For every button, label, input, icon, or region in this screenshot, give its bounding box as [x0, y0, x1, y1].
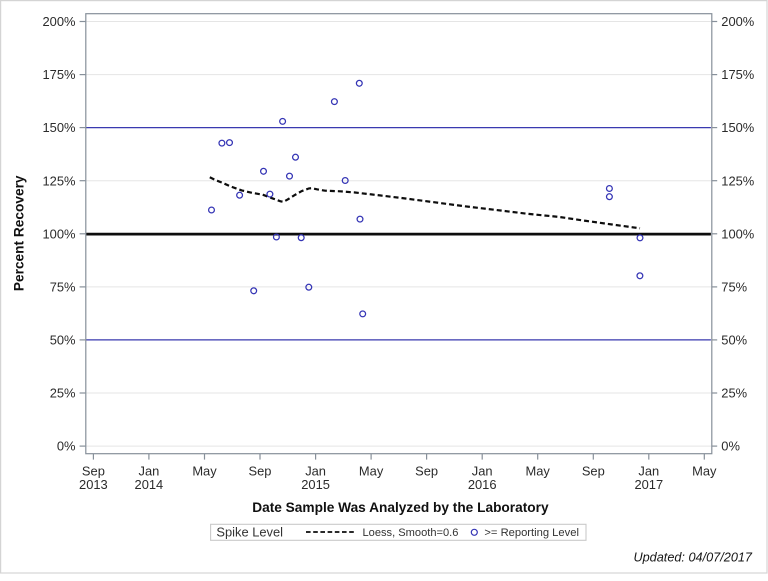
svg-text:2016: 2016: [468, 477, 497, 492]
svg-text:2014: 2014: [135, 477, 164, 492]
svg-text:Date Sample Was Analyzed by th: Date Sample Was Analyzed by the Laborato…: [252, 500, 549, 515]
svg-text:Jan: Jan: [472, 464, 493, 479]
svg-text:75%: 75%: [50, 280, 76, 295]
svg-text:May: May: [692, 464, 717, 479]
svg-text:Jan: Jan: [139, 464, 160, 479]
svg-text:200%: 200%: [721, 14, 754, 29]
svg-text:50%: 50%: [721, 333, 747, 348]
svg-text:Spike Level: Spike Level: [216, 525, 283, 540]
svg-text:100%: 100%: [721, 226, 754, 241]
svg-text:May: May: [192, 464, 217, 479]
svg-text:>= Reporting Level: >= Reporting Level: [484, 527, 579, 539]
svg-text:2017: 2017: [634, 477, 663, 492]
svg-text:0%: 0%: [721, 439, 740, 454]
svg-text:100%: 100%: [43, 226, 76, 241]
svg-text:75%: 75%: [721, 280, 747, 295]
svg-text:175%: 175%: [721, 67, 754, 82]
svg-text:Sep: Sep: [249, 464, 272, 479]
svg-text:25%: 25%: [50, 386, 76, 401]
svg-text:May: May: [359, 464, 384, 479]
svg-text:Sep: Sep: [82, 464, 105, 479]
svg-text:Sep: Sep: [582, 464, 605, 479]
svg-text:25%: 25%: [721, 386, 747, 401]
svg-text:Loess, Smooth=0.6: Loess, Smooth=0.6: [363, 527, 459, 539]
svg-text:Sep: Sep: [415, 464, 438, 479]
svg-text:200%: 200%: [43, 14, 76, 29]
svg-text:150%: 150%: [43, 120, 76, 135]
svg-text:Updated: 04/07/2017: Updated: 04/07/2017: [633, 550, 752, 564]
svg-text:2015: 2015: [301, 477, 330, 492]
svg-text:0%: 0%: [57, 439, 76, 454]
svg-text:125%: 125%: [43, 173, 76, 188]
svg-text:2013: 2013: [79, 477, 108, 492]
svg-text:125%: 125%: [721, 173, 754, 188]
svg-text:175%: 175%: [43, 67, 76, 82]
svg-text:Percent Recovery: Percent Recovery: [12, 175, 27, 291]
svg-text:Jan: Jan: [638, 464, 659, 479]
svg-text:Jan: Jan: [305, 464, 326, 479]
svg-text:50%: 50%: [50, 333, 76, 348]
svg-text:May: May: [526, 464, 551, 479]
svg-text:150%: 150%: [721, 120, 754, 135]
